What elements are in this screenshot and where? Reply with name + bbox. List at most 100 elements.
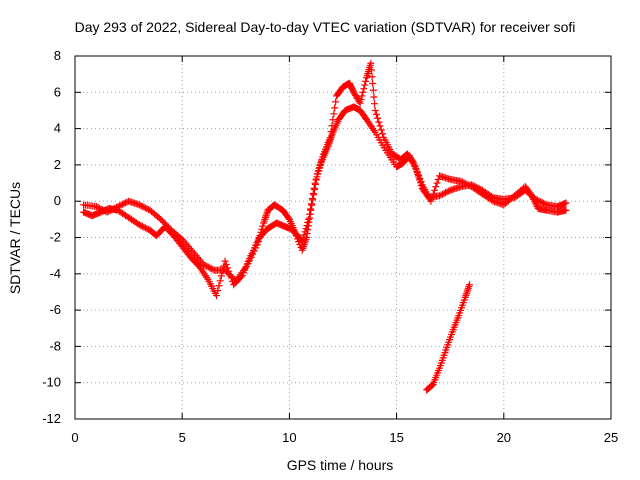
data-point — [138, 202, 146, 210]
data-point — [465, 181, 473, 189]
data-point — [375, 118, 383, 126]
data-points — [80, 59, 570, 394]
data-point — [122, 199, 130, 207]
data-point — [357, 96, 365, 104]
y-tick-label: 4 — [54, 121, 61, 136]
data-point — [307, 206, 315, 214]
data-point — [442, 189, 450, 197]
data-point — [457, 177, 465, 185]
data-point — [433, 179, 441, 187]
data-point — [359, 88, 367, 96]
data-point — [412, 165, 420, 173]
data-point — [237, 273, 245, 281]
data-point — [362, 77, 370, 85]
data-point — [118, 200, 126, 208]
y-tick-label: -4 — [49, 266, 61, 281]
data-point — [140, 223, 148, 231]
data-point — [367, 66, 375, 74]
data-point — [371, 100, 379, 108]
tick-labels: 0 5 10 15 20 25 -12 -10 -8 -6 -4 -2 0 2 4 6 8 — [42, 48, 618, 445]
data-point — [540, 199, 548, 207]
data-point — [299, 244, 307, 252]
data-point — [439, 190, 447, 198]
data-point — [137, 222, 145, 230]
x-tick-label: 10 — [282, 430, 296, 445]
data-point — [372, 110, 380, 118]
y-tick-label: -2 — [49, 230, 61, 245]
data-point — [460, 179, 468, 187]
data-point — [261, 215, 269, 223]
data-point — [227, 274, 235, 282]
data-point — [219, 267, 227, 275]
series-lower-track — [80, 59, 570, 300]
data-point — [207, 265, 215, 273]
data-point — [308, 201, 316, 209]
data-point — [328, 122, 336, 130]
data-point — [143, 205, 151, 213]
data-point — [204, 263, 212, 271]
data-point — [431, 186, 439, 194]
data-point — [371, 106, 379, 114]
data-point — [411, 162, 419, 170]
data-point — [464, 284, 472, 292]
series-isolated-descending-segment — [423, 281, 473, 394]
data-point — [427, 197, 435, 205]
data-point — [262, 212, 270, 220]
data-point — [312, 175, 320, 183]
data-point — [201, 262, 209, 270]
data-point — [361, 81, 369, 89]
data-point — [464, 286, 472, 294]
y-tick-label: -6 — [49, 302, 61, 317]
data-point — [465, 283, 473, 291]
series-upper-track — [80, 103, 570, 285]
data-point — [143, 225, 151, 233]
data-point — [249, 250, 257, 258]
data-point — [138, 222, 146, 230]
axis-ticks — [74, 55, 612, 420]
data-point — [213, 292, 221, 300]
data-point — [376, 122, 384, 130]
data-point — [377, 126, 385, 134]
data-point — [462, 290, 470, 298]
data-point — [358, 92, 366, 100]
y-tick-label: 0 — [54, 193, 61, 208]
data-point — [462, 180, 470, 188]
data-point — [141, 224, 149, 232]
data-point — [369, 79, 377, 87]
data-point — [120, 200, 128, 208]
data-point — [538, 198, 546, 206]
data-point — [226, 271, 234, 279]
data-point — [140, 203, 148, 211]
data-point — [432, 183, 440, 191]
y-tick-label: -12 — [42, 411, 61, 426]
data-point — [304, 226, 312, 234]
y-axis-label: SDTVAR / TECUs — [7, 182, 23, 294]
data-point — [465, 281, 473, 289]
data-point — [332, 98, 340, 106]
data-point — [443, 188, 451, 196]
data-point — [225, 267, 233, 275]
data-point — [141, 204, 149, 212]
data-point — [463, 288, 471, 296]
x-axis-label: GPS time / hours — [287, 457, 394, 473]
data-point — [429, 190, 437, 198]
data-point — [216, 277, 224, 285]
data-point — [221, 257, 229, 265]
data-point — [222, 260, 230, 268]
data-point — [215, 282, 223, 290]
data-point — [311, 180, 319, 188]
data-point — [458, 178, 466, 186]
data-point — [262, 214, 270, 222]
y-tick-label: 2 — [54, 157, 61, 172]
data-point — [304, 222, 312, 230]
data-point — [137, 202, 145, 210]
x-tick-label: 0 — [71, 430, 78, 445]
data-point — [209, 265, 217, 273]
data-point — [415, 172, 423, 180]
data-point — [330, 110, 338, 118]
data-point — [329, 116, 337, 124]
data-point — [203, 262, 211, 270]
x-tick-label: 15 — [389, 430, 403, 445]
data-point — [206, 264, 214, 272]
data-point — [158, 217, 166, 225]
